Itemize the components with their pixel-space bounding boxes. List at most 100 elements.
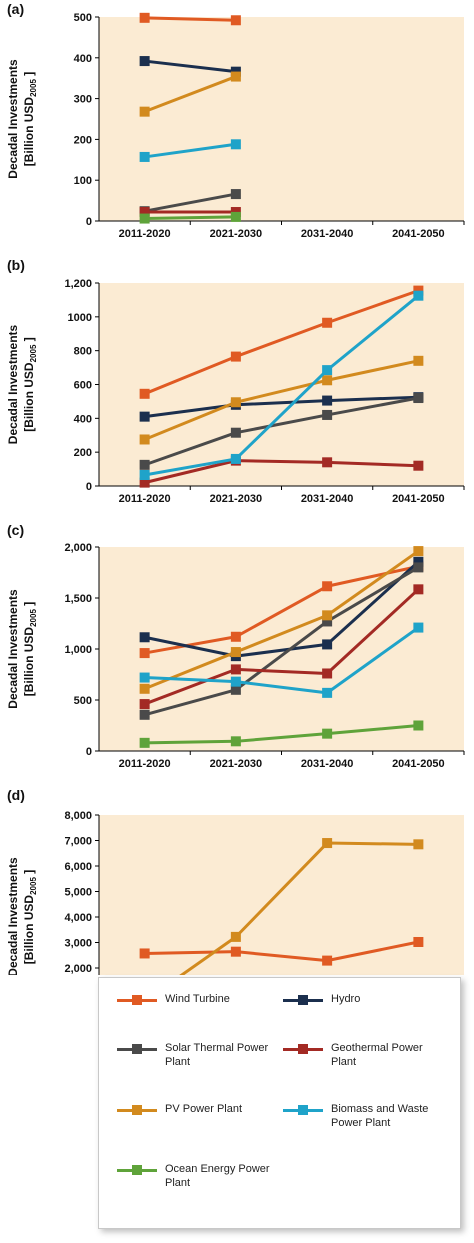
x-tick-label: 2021-2030 bbox=[210, 493, 263, 505]
y-axis-label: Decadal Investments bbox=[6, 589, 20, 709]
y-tick-label: 8,000 bbox=[64, 810, 92, 822]
data-point bbox=[413, 720, 424, 731]
data-point bbox=[139, 477, 150, 488]
legend-item-pv: PV Power Plant bbox=[117, 1102, 280, 1117]
data-point bbox=[139, 56, 150, 67]
legend-item-ocean: Ocean Energy Power Plant bbox=[117, 1162, 280, 1190]
series-pv-power-plant bbox=[139, 71, 241, 117]
y-tick-label: 2,000 bbox=[64, 542, 92, 554]
legend-item-geo: Geothermal Power Plant bbox=[283, 1041, 446, 1069]
data-point bbox=[413, 556, 424, 567]
data-point bbox=[139, 459, 150, 470]
y-axis-label-unit: [Billion USD2005 ] bbox=[22, 602, 38, 696]
legend-swatch-solar bbox=[117, 1042, 157, 1056]
y-tick-label: 200 bbox=[74, 134, 92, 146]
series-wind-turbine bbox=[139, 12, 241, 26]
x-tick-label: 2011-2020 bbox=[119, 493, 171, 505]
data-point bbox=[230, 631, 241, 642]
y-tick-label: 6,000 bbox=[64, 861, 92, 873]
series-biomass-and-waste-power-plant bbox=[139, 139, 241, 162]
y-tick-label: 400 bbox=[74, 53, 92, 65]
panel-label: (c) bbox=[7, 522, 24, 538]
data-point bbox=[413, 393, 424, 404]
series-ocean-energy-power-plant bbox=[139, 720, 424, 748]
series-pv-power-plant bbox=[139, 546, 424, 694]
series-line bbox=[144, 16, 236, 22]
series-line bbox=[144, 215, 236, 221]
data-point bbox=[413, 546, 424, 557]
series-line bbox=[144, 560, 420, 658]
series-line bbox=[144, 289, 419, 396]
legend-swatch-geo bbox=[283, 1042, 323, 1056]
legend-swatch-wind bbox=[117, 993, 157, 1007]
data-point bbox=[230, 931, 241, 942]
y-tick-label: 3,000 bbox=[64, 938, 92, 950]
series-line bbox=[144, 75, 237, 114]
series-line bbox=[144, 940, 419, 963]
data-point bbox=[139, 213, 150, 224]
y-tick-label: 1,500 bbox=[64, 593, 92, 605]
y-tick-label: 1,000 bbox=[64, 644, 92, 656]
data-point bbox=[413, 285, 424, 296]
data-point bbox=[413, 622, 424, 633]
data-point bbox=[230, 139, 241, 150]
y-tick-label: 500 bbox=[74, 12, 92, 24]
series-pv-power-plant bbox=[179, 838, 424, 975]
data-point bbox=[413, 355, 424, 366]
data-point bbox=[139, 470, 150, 481]
data-point bbox=[322, 728, 333, 739]
data-point bbox=[230, 397, 241, 408]
data-point bbox=[230, 946, 241, 957]
data-point bbox=[322, 409, 333, 420]
panel-label: (d) bbox=[7, 787, 25, 803]
y-axis-label: Decadal Investments bbox=[6, 857, 20, 975]
data-point bbox=[139, 106, 150, 117]
y-axis-label-unit: [Billion USD2005 ] bbox=[22, 337, 38, 431]
legend-label-bio: Biomass and Waste Power Plant bbox=[331, 1103, 429, 1129]
data-point bbox=[322, 955, 333, 966]
series-line bbox=[144, 588, 420, 706]
data-point bbox=[230, 189, 241, 200]
data-point bbox=[413, 839, 424, 850]
series-line bbox=[144, 459, 419, 485]
data-point bbox=[322, 687, 333, 698]
x-tick-label: 2011-2020 bbox=[119, 758, 171, 770]
data-point bbox=[230, 664, 241, 675]
data-point bbox=[322, 365, 333, 376]
y-tick-label: 300 bbox=[74, 94, 92, 106]
data-point bbox=[230, 351, 241, 362]
series-line bbox=[144, 359, 419, 441]
y-tick-label: 4,000 bbox=[64, 912, 92, 924]
data-point bbox=[139, 699, 150, 710]
data-point bbox=[322, 668, 333, 679]
legend-label-geo: Geothermal Power Plant bbox=[331, 1042, 423, 1068]
data-point bbox=[322, 610, 333, 621]
x-tick-label: 2041-2050 bbox=[392, 228, 445, 240]
panel-d: 01,0002,0003,0004,0005,0006,0007,0008,00… bbox=[6, 787, 464, 975]
series-line bbox=[179, 841, 419, 975]
y-tick-label: 0 bbox=[86, 216, 92, 228]
data-point bbox=[139, 948, 150, 959]
data-point bbox=[322, 375, 333, 386]
legend-swatch-pv bbox=[117, 1103, 157, 1117]
y-axis-label-unit: [Billion USD2005 ] bbox=[22, 72, 38, 166]
data-point bbox=[139, 388, 150, 399]
legend-label-ocean: Ocean Energy Power Plant bbox=[165, 1163, 270, 1189]
series-line bbox=[144, 566, 420, 717]
data-point bbox=[139, 683, 150, 694]
y-tick-label: 0 bbox=[86, 481, 92, 493]
series-biomass-and-waste-power-plant bbox=[139, 290, 424, 481]
series-line bbox=[144, 724, 419, 745]
y-tick-label: 2,000 bbox=[64, 963, 92, 975]
data-point bbox=[230, 684, 241, 695]
series-line bbox=[144, 192, 237, 213]
legend-label-wind: Wind Turbine bbox=[165, 993, 230, 1005]
data-point bbox=[139, 632, 150, 643]
series-wind-turbine bbox=[139, 936, 424, 966]
figure: 0 100 200 300 400 500 2011-2020 2021-2030 2031-2… bbox=[6, 1, 465, 975]
series-line bbox=[144, 549, 420, 691]
panel-b: 0 200 400 600 800 1000 1,200 2011-2020 2021-2030… bbox=[6, 257, 465, 505]
x-tick-label: 2041-2050 bbox=[392, 758, 445, 770]
series-biomass-and-waste-power-plant bbox=[139, 622, 424, 698]
plot-area bbox=[99, 17, 464, 221]
